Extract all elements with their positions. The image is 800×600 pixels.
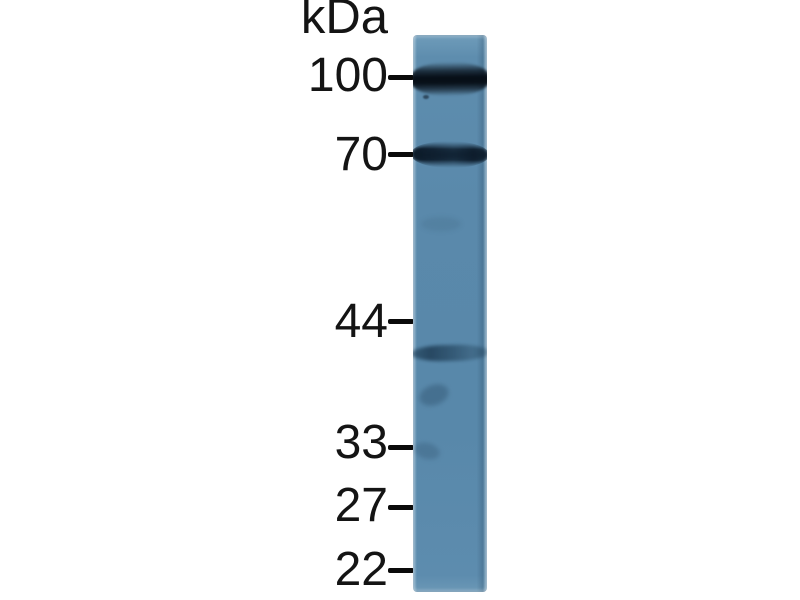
- kda-unit-label: kDa: [300, 0, 388, 44]
- blot-lane: [413, 35, 487, 592]
- mw-label-33: 33: [334, 416, 388, 469]
- mw-tick-27: [388, 505, 414, 510]
- faint-smudge: [413, 439, 442, 463]
- faint-smudge: [416, 380, 452, 410]
- band-100kda: [413, 61, 487, 97]
- mw-tick-70: [388, 152, 414, 157]
- mw-label-44: 44: [334, 295, 388, 348]
- mw-label-70: 70: [334, 128, 388, 181]
- band-40kda: [413, 344, 487, 362]
- speckle: [423, 95, 429, 99]
- mw-tick-22: [388, 568, 414, 573]
- mw-tick-100: [388, 75, 414, 80]
- mw-label-22: 22: [334, 543, 388, 596]
- mw-tick-44: [388, 319, 414, 324]
- mw-tick-33: [388, 445, 414, 450]
- band-70kda: [413, 140, 487, 169]
- mw-label-27: 27: [334, 479, 388, 532]
- faint-smudge: [421, 217, 461, 231]
- mw-label-100: 100: [307, 49, 388, 102]
